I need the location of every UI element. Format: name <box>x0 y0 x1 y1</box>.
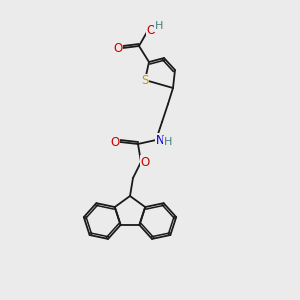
Text: O: O <box>113 41 123 55</box>
Text: O: O <box>110 136 120 148</box>
Text: O: O <box>140 155 150 169</box>
Text: S: S <box>141 74 149 88</box>
Text: H: H <box>155 21 163 31</box>
Text: N: N <box>156 134 164 146</box>
Text: O: O <box>146 23 156 37</box>
Text: H: H <box>164 137 172 147</box>
